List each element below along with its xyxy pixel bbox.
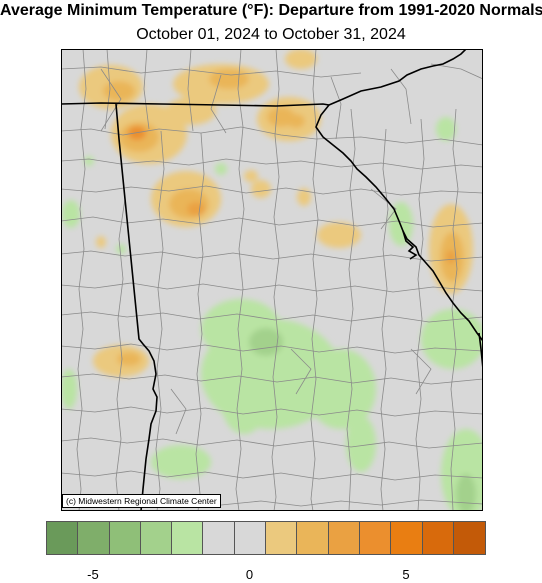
legend-swatch (359, 522, 392, 554)
legend-swatch (203, 522, 235, 554)
legend-swatch (140, 522, 173, 554)
legend-swatch (266, 522, 298, 554)
legend-swatch (172, 522, 204, 554)
temperature-departure-map (61, 49, 483, 511)
credit-label: (c) Midwestern Regional Climate Center (62, 494, 221, 508)
map-title: Average Minimum Temperature (°F): Depart… (0, 2, 542, 19)
legend-swatch (422, 522, 454, 554)
legend-swatch (328, 522, 360, 554)
ga-al-border (115, 103, 158, 511)
legend-swatch (109, 522, 141, 554)
sc-nc-border (328, 49, 467, 106)
legend-tick-label: 5 (402, 567, 410, 582)
cool-anomaly-areas (61, 117, 483, 511)
legend-swatch (297, 522, 329, 554)
legend-swatch (234, 522, 267, 554)
legend-swatch (453, 522, 486, 554)
legend-swatch (47, 522, 79, 554)
map-frame (61, 49, 483, 511)
color-legend (46, 521, 487, 555)
legend-swatch (391, 522, 423, 554)
legend-tick-label: 0 (245, 567, 254, 582)
savannah-river-detail (402, 230, 418, 260)
legend-tick-label: -5 (87, 567, 99, 582)
legend-swatch (78, 522, 110, 554)
ga-sc-border (315, 104, 483, 342)
county-boundaries (61, 49, 483, 511)
map-subtitle: October 01, 2024 to October 31, 2024 (136, 26, 406, 43)
ga-tn-nc-border (61, 102, 330, 107)
state-boundaries (61, 49, 483, 511)
